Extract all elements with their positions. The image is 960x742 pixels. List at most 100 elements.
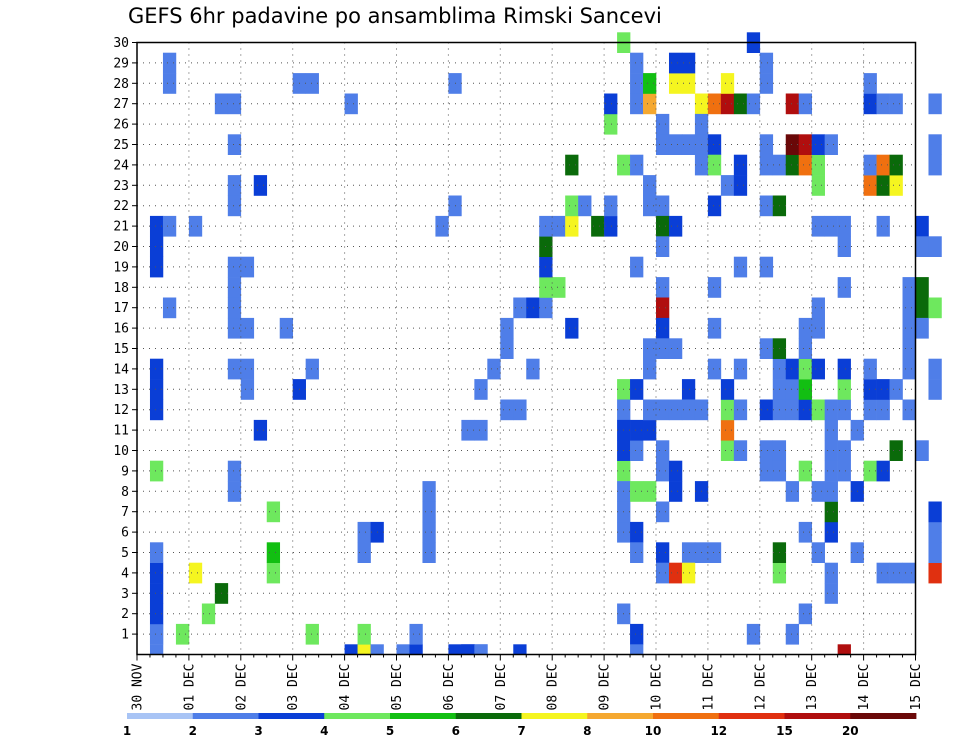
heat-cell	[707, 195, 722, 217]
heat-cell	[149, 399, 164, 421]
y-tick-label: 4	[121, 566, 129, 581]
heat-cell	[928, 134, 942, 155]
heat-cell	[656, 317, 670, 339]
heat-cell	[928, 358, 942, 380]
heat-cell	[798, 154, 813, 176]
heat-cell	[227, 297, 242, 319]
heat-cell	[863, 93, 877, 115]
heat-cell	[149, 379, 164, 400]
heat-cell	[500, 399, 514, 421]
heat-cell	[876, 215, 890, 237]
heat-cell	[785, 134, 800, 155]
colorbar-swatch	[784, 713, 851, 719]
y-tick-label: 10	[113, 444, 129, 459]
heat-cell	[902, 338, 916, 359]
heat-cell	[656, 460, 670, 482]
heat-cell	[565, 215, 579, 237]
heat-cell	[422, 521, 436, 543]
heat-cell	[811, 317, 825, 339]
heat-cell	[837, 277, 851, 298]
x-date-label: 05 DEC	[390, 664, 405, 711]
heat-cell	[396, 644, 410, 655]
heat-cell	[863, 399, 877, 421]
heat-cell	[565, 195, 579, 217]
heat-cell	[604, 93, 618, 115]
colorbar-swatch	[850, 713, 917, 719]
heat-cell	[798, 460, 813, 482]
heat-cell	[863, 379, 877, 400]
colorbar-swatch	[324, 713, 391, 719]
heat-cell	[798, 338, 813, 359]
x-date-label: 15 DEC	[909, 664, 924, 711]
y-tick-label: 5	[121, 546, 129, 561]
heat-cell	[811, 297, 825, 319]
heat-cell	[811, 399, 825, 421]
heat-cell	[656, 277, 670, 298]
heat-cell	[656, 134, 670, 155]
y-tick-label: 17	[113, 301, 129, 316]
colorbar-label: 20	[842, 724, 859, 738]
heat-cell	[552, 215, 566, 237]
heat-cell	[720, 73, 735, 94]
x-date-label: 10 DEC	[650, 664, 665, 711]
heat-cell	[759, 73, 774, 94]
heat-cell	[513, 399, 527, 421]
heat-cell	[824, 501, 838, 523]
colorbar-label: 10	[645, 724, 662, 738]
colorbar-label: 6	[452, 724, 460, 738]
heat-cell	[643, 73, 657, 94]
heat-cell	[889, 154, 903, 176]
heat-cell	[344, 644, 358, 655]
heat-cell	[227, 134, 242, 155]
heat-cell	[305, 358, 319, 380]
heat-cell	[824, 521, 838, 543]
y-tick-label: 2	[121, 607, 129, 622]
heat-cell	[785, 154, 800, 176]
heat-cell	[227, 195, 242, 217]
heat-cell	[681, 562, 696, 584]
heat-cell	[759, 440, 774, 461]
heat-cell	[811, 542, 825, 563]
heat-cell	[668, 338, 683, 359]
heat-cell	[578, 195, 592, 217]
heat-cell	[837, 440, 851, 461]
heat-cell	[837, 215, 851, 237]
heat-cell	[759, 338, 774, 359]
chart-title: GEFS 6hr padavine po ansamblima Rimski S…	[128, 4, 662, 28]
heat-cell	[149, 256, 164, 278]
y-tick-label: 20	[113, 240, 129, 255]
heat-cell	[889, 175, 903, 196]
heat-cell	[928, 501, 942, 523]
heat-cell	[824, 440, 838, 461]
heat-cell	[656, 542, 670, 563]
heat-cell	[149, 603, 164, 625]
heat-cell	[656, 501, 670, 523]
colorbar-label: 8	[583, 724, 591, 738]
heat-cell	[227, 358, 242, 380]
heat-cell	[643, 399, 657, 421]
heat-cell	[889, 440, 903, 461]
heat-cell	[707, 93, 722, 115]
heat-cell	[876, 154, 890, 176]
heat-cell	[668, 73, 683, 94]
y-tick-label: 16	[113, 322, 129, 337]
heat-cell	[733, 175, 748, 196]
heat-cell	[422, 501, 436, 523]
heat-cell	[240, 317, 255, 339]
heat-cell	[201, 603, 216, 625]
heat-cell	[409, 644, 423, 655]
heat-cell	[630, 623, 644, 645]
heat-cell	[565, 154, 579, 176]
heat-cell	[759, 154, 774, 176]
heat-cell	[656, 440, 670, 461]
heat-cell	[811, 175, 825, 196]
y-tick-label: 6	[121, 526, 129, 541]
heat-cell	[798, 521, 813, 543]
heat-cell	[630, 521, 644, 543]
heat-cell	[668, 134, 683, 155]
heat-cell	[149, 562, 164, 584]
heat-cell	[188, 562, 203, 584]
heat-cell	[733, 93, 748, 115]
x-axis: 30 NOV 01 DEC 02 DEC 03 DEC 04 DEC 05 DEC 06 D…	[131, 654, 924, 711]
heat-cell	[681, 379, 696, 400]
